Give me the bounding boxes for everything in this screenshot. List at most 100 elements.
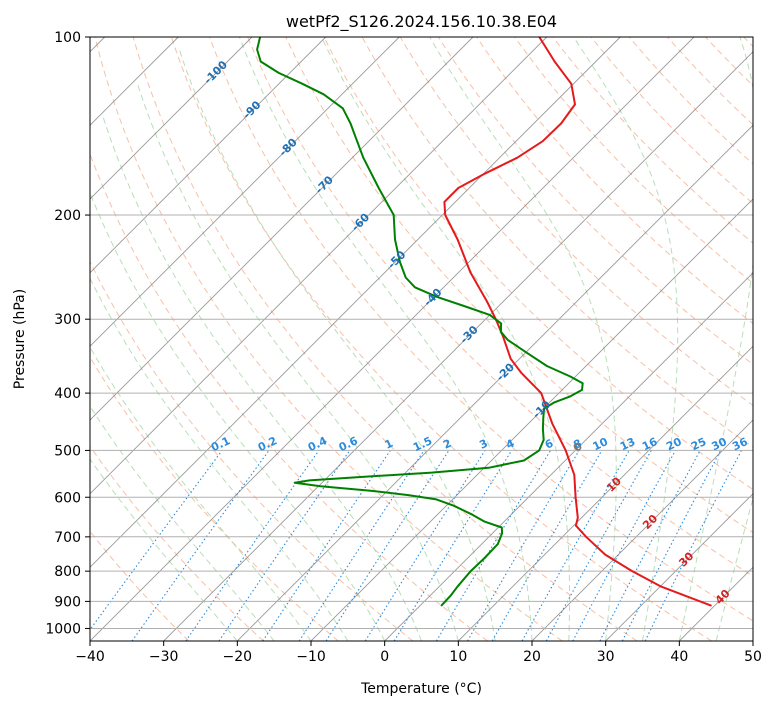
isotherm-label: -80 (277, 136, 300, 159)
dewpoint-point (342, 108, 344, 110)
dewpoint-point (260, 61, 262, 63)
isotherm (90, 37, 694, 641)
dewpoint-profile-group (256, 36, 583, 606)
dewpoint-point (484, 521, 486, 523)
isotherm-label: -30 (458, 323, 481, 346)
temperature-point (540, 392, 542, 394)
x-tick-label: 10 (449, 649, 467, 665)
moist-adiabat (574, 37, 678, 641)
temperature-point (554, 61, 556, 63)
dewpoint-point (582, 383, 584, 385)
isotherm (0, 37, 399, 641)
temperature-point (631, 570, 633, 572)
dry-adiabat (0, 37, 189, 641)
y-tick-label: 800 (54, 564, 81, 580)
moist-adiabat (102, 114, 421, 641)
isotherm-label: -40 (421, 285, 444, 308)
y-axis-title: Pressure (hPa) (12, 289, 28, 389)
dewpoint-point (436, 499, 438, 501)
isotherm-label: 30 (676, 549, 696, 569)
mixing-ratio-label: 0.4 (306, 434, 329, 454)
moist-adiabat (322, 37, 570, 641)
temperature-point (571, 83, 573, 85)
isotherm (385, 37, 775, 641)
temperature-point (560, 123, 562, 125)
x-tick-label: 30 (597, 649, 615, 665)
dewpoint-point (470, 570, 472, 572)
y-tick-label: 300 (54, 312, 81, 328)
dewpoint-point (484, 557, 486, 559)
isotherm-label: -100 (201, 58, 230, 87)
y-tick-label: 700 (54, 530, 81, 546)
y-tick-label: 600 (54, 490, 81, 506)
moist-adiabat (716, 37, 775, 641)
mixing-ratio-line (436, 450, 550, 641)
dewpoint-point (457, 586, 459, 588)
plot-frame (90, 37, 753, 641)
temperature-point (574, 104, 576, 106)
dewpoint-point (581, 389, 583, 391)
dewpoint-point (320, 486, 322, 488)
isotherm-label: -90 (240, 98, 263, 121)
mixing-ratio-label: 1 (383, 437, 395, 452)
x-axis-title: Temperature (°C) (360, 681, 482, 697)
moist-adiabat (430, 37, 617, 641)
x-tick-label: −30 (149, 649, 179, 665)
isotherm (0, 37, 326, 641)
dewpoint-point (501, 532, 503, 534)
dry-adiabat (133, 37, 637, 641)
temperature-point (470, 272, 472, 274)
mixing-ratio-line (82, 450, 222, 641)
dewpoint-point (542, 428, 544, 430)
x-tick-label: 0 (380, 649, 389, 665)
dewpoint-point (363, 157, 365, 159)
dewpoint-point (302, 83, 304, 85)
dewpoint-point (546, 365, 548, 367)
dewpoint-point (431, 472, 433, 474)
dewpoint-point (323, 94, 325, 96)
temperature-point (661, 586, 663, 588)
x-tick-label: 40 (670, 649, 688, 665)
dewpoint-point (405, 277, 407, 279)
dewpoint-point (278, 72, 280, 74)
mixing-ratio-line (645, 450, 741, 641)
dewpoint-point (470, 513, 472, 515)
dewpoint-point (450, 595, 452, 597)
y-tick-label: 1000 (45, 621, 81, 637)
temperature-point (457, 239, 459, 241)
dewpoint-point (488, 467, 490, 469)
moist-adiabat (0, 240, 237, 642)
mixing-ratio-line (468, 450, 580, 641)
isotherm-label: 40 (713, 587, 733, 607)
dewpoint-point (370, 490, 372, 492)
mixing-ratio-label: 2 (441, 437, 453, 452)
temperature-point (444, 214, 446, 216)
temperature-point (458, 187, 460, 189)
x-tick-label: −40 (75, 649, 105, 665)
dewpoint-point (570, 376, 572, 378)
temperature-point (585, 536, 587, 538)
dry-adiabat (171, 37, 711, 641)
y-tick-label: 900 (54, 594, 81, 610)
temperature-point (604, 554, 606, 556)
mixing-ratio-label: 1.5 (411, 434, 434, 454)
dewpoint-point (538, 450, 540, 452)
temperature-point (710, 605, 712, 607)
isotherm (311, 37, 775, 641)
dewpoint-point (570, 396, 572, 398)
x-tick-label: −20 (223, 649, 253, 665)
dewpoint-point (500, 331, 502, 333)
temperature-point (577, 517, 579, 519)
dewpoint-point (441, 605, 443, 607)
dewpoint-point (414, 287, 416, 289)
dewpoint-point (463, 305, 465, 307)
temperature-point (551, 423, 553, 425)
dewpoint-point (408, 494, 410, 496)
isotherm-label: -60 (349, 210, 372, 233)
mixing-ratio-line (365, 450, 485, 641)
dry-adiabat (438, 37, 775, 641)
temperature-point (521, 372, 523, 374)
dry-adiabat (591, 37, 775, 641)
